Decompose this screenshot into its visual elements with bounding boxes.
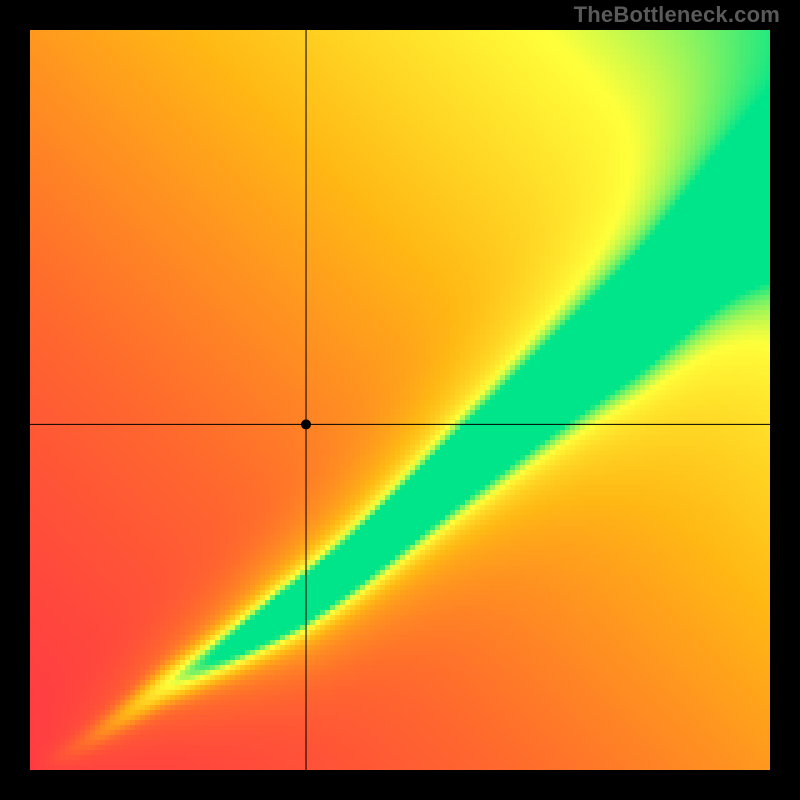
figure-stage: TheBottleneck.com <box>0 0 800 800</box>
plot-area <box>30 30 770 770</box>
heatmap-canvas <box>30 30 770 770</box>
watermark-text: TheBottleneck.com <box>574 2 780 28</box>
